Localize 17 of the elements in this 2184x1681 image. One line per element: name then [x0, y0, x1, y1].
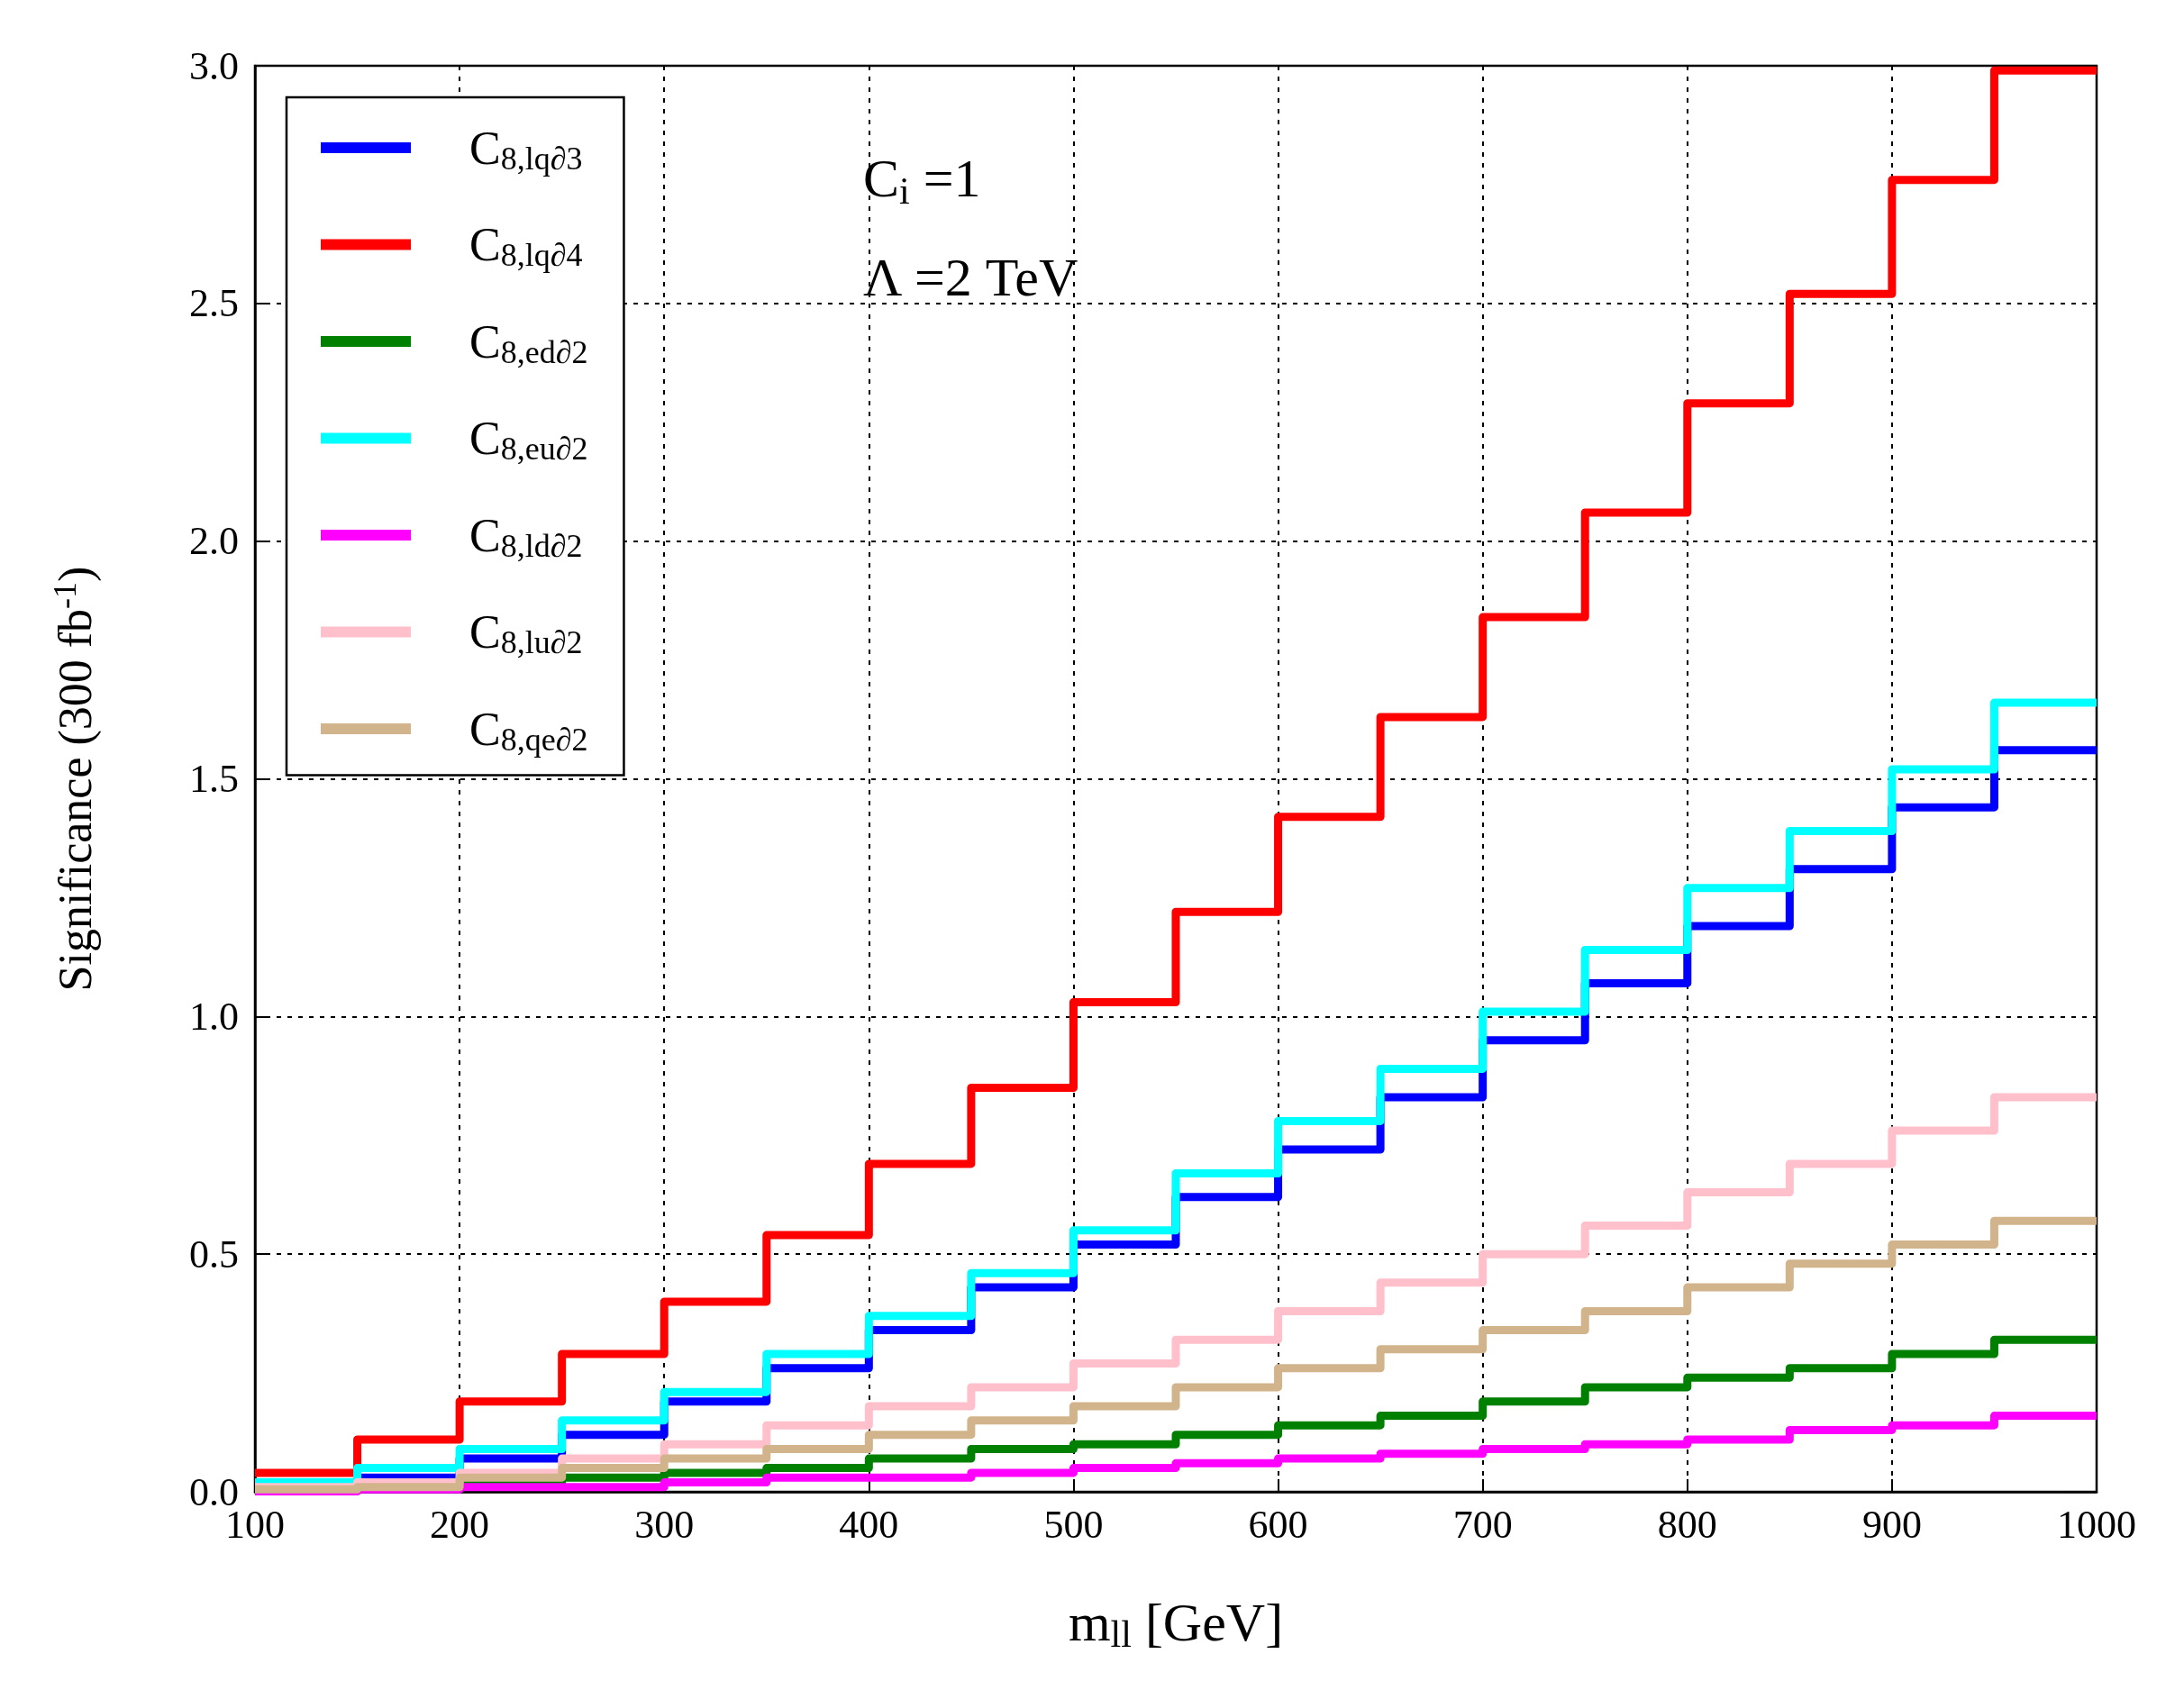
y-tick-label: 2.0 [189, 519, 239, 564]
x-tick-label: 700 [1452, 1502, 1513, 1547]
x-tick-label: 200 [430, 1502, 490, 1547]
x-tick-label: 600 [1248, 1502, 1308, 1547]
y-tick-label: 1.0 [189, 994, 239, 1039]
annotation: Λ =2 TeV [863, 248, 1078, 307]
y-tick-label: 1.5 [189, 757, 239, 801]
x-tick-label: 500 [1043, 1502, 1104, 1547]
x-tick-label: 800 [1657, 1502, 1717, 1547]
y-tick-label: 3.0 [189, 43, 239, 88]
x-tick-label: 300 [634, 1502, 695, 1547]
y-tick-label: 2.5 [189, 281, 239, 326]
y-axis-title: Significance (300 fb-1) [47, 566, 102, 992]
y-tick-label: 0.5 [189, 1231, 239, 1277]
x-tick-label: 1000 [2057, 1502, 2136, 1547]
x-tick-label: 400 [839, 1502, 899, 1547]
x-tick-label: 900 [1861, 1502, 1922, 1547]
